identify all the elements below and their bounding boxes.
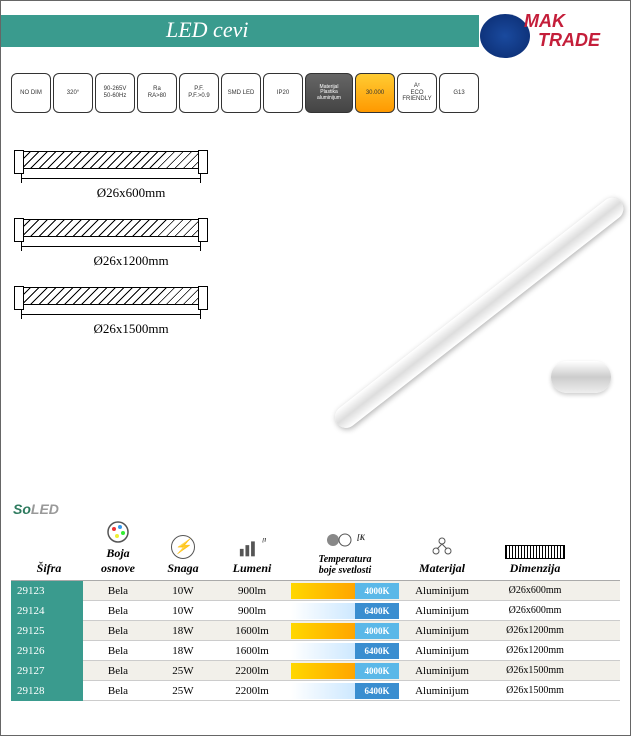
cell-lumeni: 900lm	[213, 585, 291, 597]
kelvin-icon: [K]	[325, 528, 365, 552]
cell-dimension: Ø26x1200mm	[485, 625, 585, 636]
cell-snaga: 18W	[153, 625, 213, 637]
table-row: 29123Bela10W900lm4000KAluminijumØ26x600m…	[11, 581, 620, 601]
cell-snaga: 25W	[153, 685, 213, 697]
cell-boja: Bela	[83, 685, 153, 697]
table-row: 29126Bela18W1600lm6400KAluminijumØ26x120…	[11, 641, 620, 661]
dimension-label: Ø26x600mm	[21, 185, 241, 201]
spec-icons-row: NO DIM320°90-265V 50-60HzRa RA>80P.F. P.…	[11, 73, 479, 113]
cell-temp: 4000K	[291, 621, 399, 641]
cell-sifra: 29126	[11, 641, 83, 661]
cell-snaga: 10W	[153, 585, 213, 597]
svg-text:[K]: [K]	[357, 533, 365, 542]
cell-boja: Bela	[83, 645, 153, 657]
page: LED cevi MAK TRADE NO DIM320°90-265V 50-…	[0, 0, 631, 736]
cell-boja: Bela	[83, 665, 153, 677]
cell-temp: 6400K	[291, 681, 399, 701]
cell-boja: Bela	[83, 605, 153, 617]
cell-snaga: 25W	[153, 665, 213, 677]
cell-material: Aluminijum	[399, 625, 485, 637]
cell-dimension: Ø26x1500mm	[485, 665, 585, 676]
page-title: LED cevi	[166, 17, 248, 43]
cell-dimension: Ø26x1500mm	[485, 685, 585, 696]
cell-dimension: Ø26x1200mm	[485, 645, 585, 656]
cell-sifra: 29127	[11, 661, 83, 681]
spec-icon: Materijal Plastika aluminijum	[305, 73, 353, 113]
spec-icon: 320°	[53, 73, 93, 113]
col-boja: Boja osnove	[83, 520, 153, 580]
cell-temp: 6400K	[291, 641, 399, 661]
table-row: 29124Bela10W900lm6400KAluminijumØ26x600m…	[11, 601, 620, 621]
spec-icon: Aᶜ ECO FRIENDLY	[397, 73, 437, 113]
cell-lumeni: 2200lm	[213, 665, 291, 677]
logo-text-1: MAK	[524, 11, 565, 32]
cell-material: Aluminijum	[399, 665, 485, 677]
cell-temp: 4000K	[291, 581, 399, 601]
cell-sifra: 29125	[11, 621, 83, 641]
cell-lumeni: 900lm	[213, 605, 291, 617]
cell-snaga: 10W	[153, 605, 213, 617]
dimension-label: Ø26x1500mm	[21, 321, 241, 337]
product-table: SoLED Šifra Boja osnove ⚡ Snaga [Lm] Lum…	[1, 497, 630, 701]
ruler-icon	[505, 545, 565, 559]
molecule-icon	[428, 535, 456, 559]
cell-material: Aluminijum	[399, 685, 485, 697]
spec-icon: 30.000	[355, 73, 395, 113]
tube-diagram: Ø26x1500mm	[21, 287, 241, 337]
logo: MAK TRADE	[480, 6, 620, 61]
col-temp: [K] Temperatura boje svetlosti	[291, 528, 399, 580]
tube-diagram: Ø26x600mm	[21, 151, 241, 201]
cell-lumeni: 1600lm	[213, 645, 291, 657]
cell-sifra: 29128	[11, 681, 83, 701]
tube-drawing	[21, 151, 201, 169]
cell-boja: Bela	[83, 625, 153, 637]
cell-sifra: 29123	[11, 581, 83, 601]
palette-icon	[104, 520, 132, 544]
spec-icon: Ra RA>80	[137, 73, 177, 113]
table-row: 29125Bela18W1600lm4000KAluminijumØ26x120…	[11, 621, 620, 641]
table-body: 29123Bela10W900lm4000KAluminijumØ26x600m…	[11, 581, 620, 701]
brand-row: SoLED	[11, 497, 620, 521]
lumens-icon: [Lm]	[238, 535, 266, 559]
cell-temp: 4000K	[291, 661, 399, 681]
cell-lumeni: 1600lm	[213, 625, 291, 637]
cell-dimension: Ø26x600mm	[485, 605, 585, 616]
spec-icon: P.F. P.F.>0.9	[179, 73, 219, 113]
col-lumeni: [Lm] Lumeni	[213, 535, 291, 580]
bolt-icon: ⚡	[171, 535, 195, 559]
col-snaga: ⚡ Snaga	[153, 535, 213, 580]
table-row: 29128Bela25W2200lm6400KAluminijumØ26x150…	[11, 681, 620, 701]
cell-lumeni: 2200lm	[213, 685, 291, 697]
dimension-label: Ø26x1200mm	[21, 253, 241, 269]
cell-snaga: 18W	[153, 645, 213, 657]
spec-icon: IP20	[263, 73, 303, 113]
col-sifra: Šifra	[11, 561, 83, 580]
tube-diagram: Ø26x1200mm	[21, 219, 241, 269]
tube-drawing	[21, 219, 201, 237]
tube-drawing	[21, 287, 201, 305]
tube-cap-render	[551, 361, 611, 393]
cell-material: Aluminijum	[399, 605, 485, 617]
table-header: Šifra Boja osnove ⚡ Snaga [Lm] Lumeni [K…	[11, 521, 620, 581]
col-dimenzija: Dimenzija	[485, 545, 585, 580]
globe-icon	[480, 14, 530, 58]
cell-boja: Bela	[83, 585, 153, 597]
table-row: 29127Bela25W2200lm4000KAluminijumØ26x150…	[11, 661, 620, 681]
spec-icon: G13	[439, 73, 479, 113]
spec-icon: 90-265V 50-60Hz	[95, 73, 135, 113]
cell-material: Aluminijum	[399, 645, 485, 657]
brand-label: SoLED	[13, 501, 59, 517]
product-image	[211, 131, 621, 481]
tube-main-render	[331, 193, 628, 432]
svg-text:[Lm]: [Lm]	[262, 537, 266, 543]
col-materijal: Materijal	[399, 535, 485, 580]
cell-sifra: 29124	[11, 601, 83, 621]
cell-dimension: Ø26x600mm	[485, 585, 585, 596]
diagram-area: Ø26x600mm Ø26x1200mm Ø26x1500mm	[21, 151, 241, 355]
cell-temp: 6400K	[291, 601, 399, 621]
logo-text-2: TRADE	[538, 30, 600, 51]
cell-material: Aluminijum	[399, 585, 485, 597]
spec-icon: NO DIM	[11, 73, 51, 113]
spec-icon: SMD LED	[221, 73, 261, 113]
